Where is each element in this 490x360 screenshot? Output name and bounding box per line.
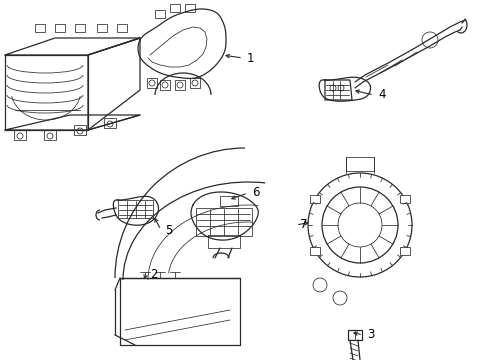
Text: 2: 2: [150, 267, 157, 280]
Bar: [104, 118, 116, 128]
Text: 6: 6: [252, 186, 260, 199]
Bar: [75, 24, 85, 32]
Bar: [220, 196, 238, 206]
Text: 1: 1: [247, 51, 254, 64]
Bar: [118, 200, 153, 218]
Bar: [310, 195, 320, 203]
Bar: [400, 247, 410, 255]
Bar: [196, 208, 252, 236]
Text: 7: 7: [300, 219, 308, 231]
Bar: [160, 80, 170, 90]
Bar: [175, 80, 185, 90]
Bar: [14, 130, 26, 140]
Bar: [348, 330, 362, 340]
Bar: [346, 157, 374, 171]
Bar: [117, 24, 127, 32]
Bar: [35, 24, 45, 32]
Bar: [97, 24, 107, 32]
Bar: [190, 78, 200, 88]
Bar: [185, 4, 195, 12]
Bar: [400, 195, 410, 203]
Text: 5: 5: [165, 224, 172, 237]
Bar: [74, 125, 86, 135]
Bar: [147, 78, 157, 88]
Text: 4: 4: [378, 89, 386, 102]
Bar: [44, 130, 56, 140]
Bar: [170, 4, 180, 12]
Bar: [310, 247, 320, 255]
Bar: [55, 24, 65, 32]
Text: 3: 3: [367, 328, 374, 342]
Bar: [155, 10, 165, 18]
